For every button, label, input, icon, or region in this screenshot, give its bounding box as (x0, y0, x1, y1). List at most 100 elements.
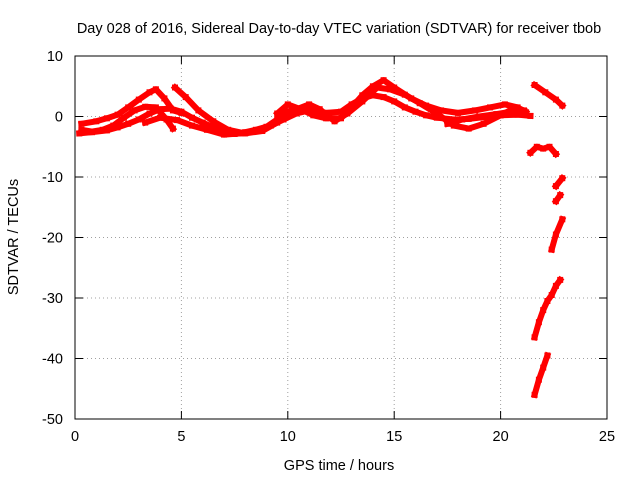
data-point (542, 89, 549, 96)
data-point (199, 119, 206, 126)
x-axis-label: GPS time / hours (284, 458, 394, 474)
data-point (527, 112, 534, 119)
data-point (195, 107, 202, 114)
data-point (487, 104, 493, 111)
x-tick-label: 15 (386, 429, 402, 445)
data-point (146, 89, 153, 96)
data-point (557, 192, 564, 199)
data-point (125, 120, 132, 127)
data-point (438, 107, 444, 114)
data-point (552, 96, 559, 103)
series-segment-3 (551, 173, 567, 191)
series-trace (530, 351, 552, 399)
data-point (189, 114, 195, 121)
data-point (293, 110, 300, 117)
data-point (225, 126, 232, 133)
series-track-a (77, 86, 186, 128)
data-point (433, 110, 440, 117)
y-tick-label: 0 (55, 110, 63, 126)
data-point (408, 95, 415, 102)
tick-labels: 0 5 10 15 20 25 10 0 -10 -20 -30 -40 -50 (42, 49, 615, 445)
y-tick-label: -50 (42, 412, 63, 428)
data-point (380, 94, 387, 101)
data-point (423, 102, 430, 109)
data-point (174, 117, 181, 124)
data-point (76, 130, 83, 137)
data-point (189, 122, 195, 129)
axis-ticks (74, 55, 608, 420)
data-point (297, 106, 304, 113)
series-segment-5 (548, 215, 567, 254)
data-point (182, 94, 189, 101)
x-tick-label: 20 (493, 429, 509, 445)
data-point (531, 82, 538, 88)
data-point (146, 110, 153, 117)
data-point (546, 143, 553, 150)
data-point (172, 84, 178, 91)
data-point (78, 126, 85, 133)
data-point (103, 115, 110, 122)
data-point (114, 111, 121, 118)
y-tick-label: 10 (47, 49, 63, 65)
data-point (369, 83, 376, 90)
data-point (167, 105, 174, 112)
data-point (152, 86, 159, 93)
data-series (76, 77, 567, 399)
data-point (472, 107, 479, 114)
data-point (535, 376, 542, 383)
data-point (552, 151, 559, 157)
data-point (552, 231, 559, 238)
series-segment-1 (530, 80, 567, 110)
data-point (210, 124, 217, 131)
data-point (274, 119, 281, 126)
data-point (284, 101, 291, 108)
y-tick-label: -10 (42, 170, 63, 186)
data-point (142, 103, 149, 110)
data-point (508, 108, 515, 115)
data-point (359, 98, 366, 105)
data-point (242, 130, 249, 137)
data-point (391, 84, 398, 91)
data-point (476, 113, 483, 120)
x-tick-label: 10 (280, 429, 296, 445)
data-point (459, 116, 466, 123)
data-point (548, 292, 555, 298)
chart-title: Day 028 of 2016, Sidereal Day-to-day VTE… (77, 21, 601, 37)
data-point (401, 104, 408, 111)
data-point (142, 119, 149, 126)
data-point (455, 109, 461, 116)
series-segment-7 (530, 351, 552, 399)
data-point (284, 111, 291, 118)
data-point (531, 334, 538, 341)
data-point (221, 131, 227, 138)
data-point (131, 107, 138, 114)
data-point (114, 124, 121, 131)
data-point (544, 298, 551, 304)
data-point (306, 101, 313, 108)
data-point (391, 98, 398, 105)
data-point (493, 111, 500, 118)
data-point (521, 111, 527, 118)
data-point (93, 118, 100, 125)
data-point (135, 96, 142, 103)
data-point (120, 114, 127, 121)
data-point (78, 120, 85, 127)
data-point (450, 122, 457, 129)
data-point (540, 145, 547, 152)
data-point (125, 104, 132, 111)
data-point (557, 276, 564, 283)
data-point (338, 108, 344, 115)
series-track-f (272, 77, 531, 122)
data-point (540, 364, 547, 371)
data-point (444, 120, 451, 127)
data-point (386, 86, 393, 93)
x-tick-label: 5 (177, 429, 185, 445)
data-point (548, 246, 555, 253)
series-segment-2 (526, 143, 561, 159)
data-point (423, 112, 430, 119)
data-point (338, 115, 344, 122)
data-point (544, 352, 551, 359)
data-point (178, 108, 185, 115)
